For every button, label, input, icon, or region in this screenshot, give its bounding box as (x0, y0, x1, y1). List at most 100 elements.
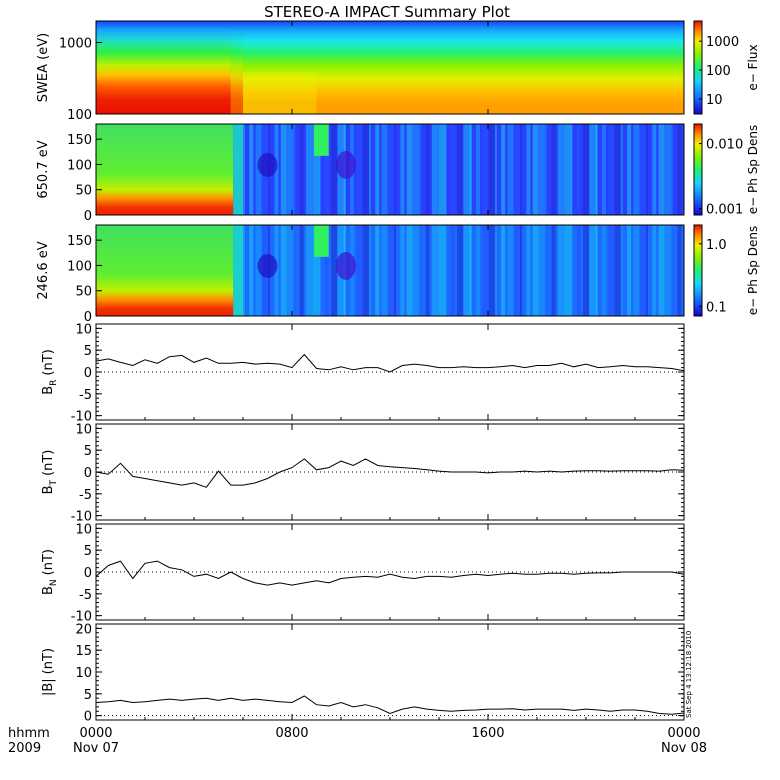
pad-streak (280, 225, 287, 316)
pad-streak (494, 225, 497, 316)
pad-streak (507, 124, 514, 215)
pad-streak (639, 225, 648, 316)
chart-title: STEREO-A IMPACT Summary Plot (264, 3, 510, 21)
pad-streak (601, 124, 606, 215)
x-tick-label: 1600 (471, 726, 504, 741)
pad-burst (314, 124, 329, 156)
y-axis-label-symbol: B (41, 586, 56, 595)
panel-background (96, 624, 684, 720)
spectrogram-panel: 0 50 100 150 650.7 eV 0.001 0.010 e− Ph Sp Dens (36, 123, 760, 224)
pad-streak (475, 225, 480, 316)
pad-streak (677, 124, 682, 215)
pad-streak (576, 124, 581, 215)
pad-streak (400, 225, 405, 316)
y-axis-label-text: |B| (nT) (41, 648, 56, 696)
pad-streak (658, 225, 665, 316)
y-tick-label: 0 (84, 209, 92, 224)
pad-streak (589, 124, 598, 215)
pad-streak (450, 124, 455, 215)
y-axis-label-symbol: B (41, 386, 56, 395)
pad-streak (249, 124, 254, 215)
swea-transition (230, 21, 243, 114)
y-axis-label: SWEA (eV) (36, 33, 51, 102)
pad-streak (538, 225, 547, 316)
pad-blob (257, 152, 278, 177)
line-panel: 0 5 10 15 20 |B| (nT) (41, 622, 685, 725)
y-tick-label: -5 (79, 588, 92, 603)
pad-streak (482, 225, 489, 316)
pad-streak (513, 225, 522, 316)
colorbar-frame (693, 20, 703, 115)
pad-streak (677, 225, 682, 316)
y-axis-label: |B| (nT) (41, 648, 56, 696)
pad-streak (671, 124, 674, 215)
y-tick-label: 5 (84, 544, 92, 559)
pad-pre-event (96, 225, 234, 316)
pad-streak (318, 225, 321, 316)
pad-streak (444, 124, 447, 215)
pad-streak (645, 124, 648, 215)
y-axis-label-unit: (nT) (41, 648, 56, 674)
pad-streak (387, 225, 396, 316)
pad-streak (501, 225, 506, 316)
swea-mid-band (243, 72, 317, 114)
pad-streak (601, 225, 606, 316)
pad-streak (526, 225, 531, 316)
pad-streak (664, 124, 673, 215)
pad-streak (444, 225, 447, 316)
colorbar-label: e− Flux (746, 44, 760, 90)
pad-streak (305, 124, 312, 215)
colorbar-tick-label: 0.001 (706, 203, 743, 218)
line-panel: -10 -5 0 5 10 BN (nT) (41, 522, 685, 625)
pad-streak (368, 124, 371, 215)
y-tick-label: 50 (75, 184, 92, 199)
pad-streak (608, 225, 615, 316)
pad-streak (564, 124, 573, 215)
y-tick-label: -5 (79, 488, 92, 503)
y-axis-label-text: BR (nT) (41, 349, 59, 395)
pad-streak (520, 225, 523, 316)
pad-streak (457, 225, 464, 316)
pad-streak (431, 225, 438, 316)
pad-streak (312, 124, 321, 215)
pad-streak (431, 124, 438, 215)
pad-streak (375, 225, 380, 316)
y-tick-label: 10 (75, 322, 92, 337)
y-tick-label: 10 (75, 666, 92, 681)
pad-streak (299, 225, 304, 316)
pad-streak (551, 124, 556, 215)
y-tick-label: -10 (71, 410, 92, 425)
pad-burst (314, 225, 329, 257)
y-axis-label: BR (nT) (41, 349, 59, 395)
y-axis-label: BT (nT) (41, 450, 59, 495)
y-axis-label-subscript: N (49, 579, 59, 586)
pad-streak (627, 225, 632, 316)
pad-streak (362, 124, 371, 215)
pad-streak (595, 124, 598, 215)
colorbar-tick-label: 100 (706, 64, 731, 79)
y-tick-label: 5 (84, 344, 92, 359)
pad-streak (671, 225, 674, 316)
pad-streak (507, 225, 514, 316)
pad-streak (394, 124, 397, 215)
pad-streak (627, 124, 632, 215)
colorbar-tick-label: 0.010 (706, 138, 743, 153)
pad-streak (457, 124, 464, 215)
pad-streak (463, 124, 472, 215)
pad-streak (331, 124, 338, 215)
pad-streak (545, 225, 548, 316)
colorbar (694, 225, 702, 316)
pad-streak (576, 225, 581, 316)
y-tick-label: 1000 (59, 37, 92, 52)
pad-pre-event (96, 124, 234, 215)
pad-streak (475, 124, 480, 215)
pad-streak (520, 124, 523, 215)
pad-streak (356, 225, 363, 316)
y-tick-label: 100 (67, 108, 92, 123)
y-tick-label: -10 (71, 610, 92, 625)
y-tick-label: -10 (71, 510, 92, 525)
pad-streak (324, 124, 329, 215)
pad-streak (394, 225, 397, 316)
pad-streak (287, 225, 296, 316)
